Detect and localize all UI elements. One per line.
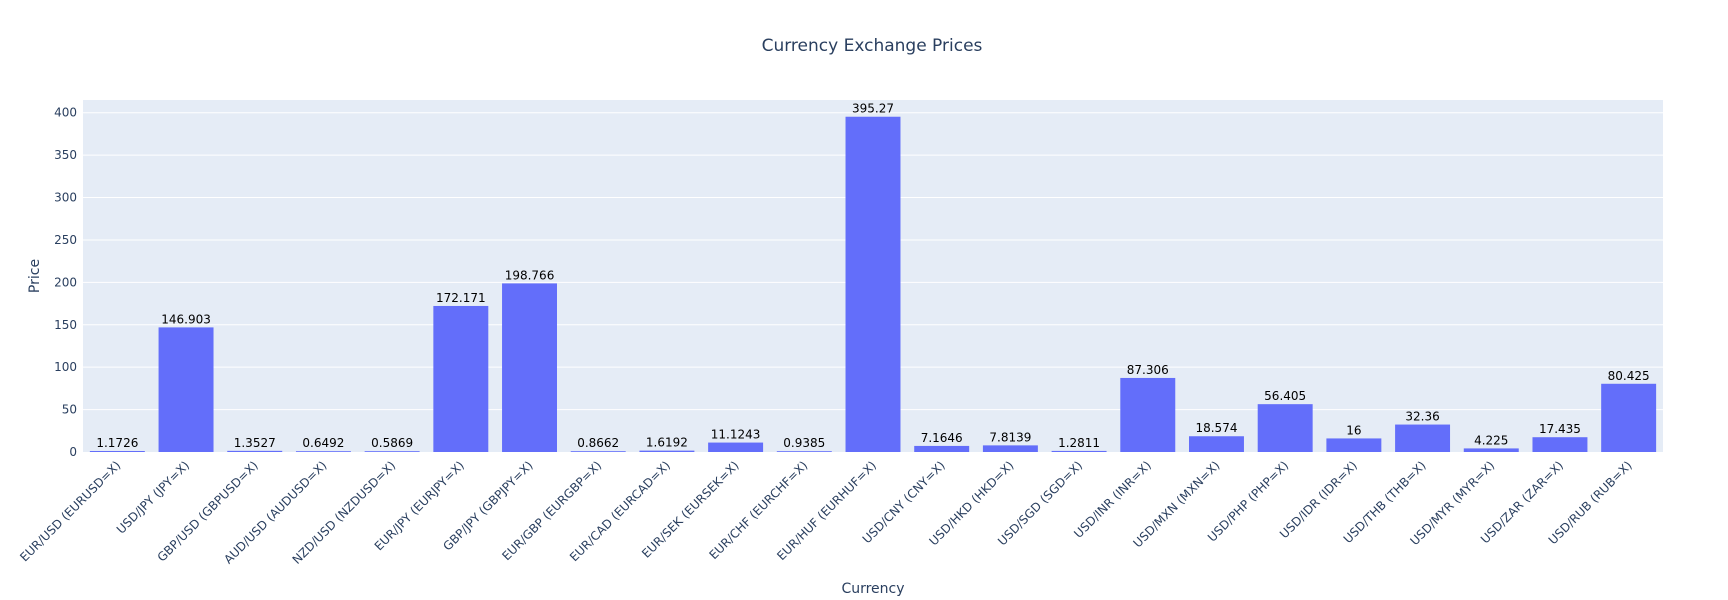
bar — [914, 445, 970, 452]
bar-value-label: 32.36 — [1405, 410, 1439, 424]
bar-value-label: 18.574 — [1195, 421, 1237, 435]
bar-value-label: 0.9385 — [783, 436, 825, 450]
bar-value-label: 4.225 — [1474, 433, 1508, 447]
x-axis-title: Currency — [841, 581, 904, 597]
bar-value-label: 0.5869 — [371, 436, 413, 450]
bar — [1532, 437, 1588, 452]
bar-value-label: 0.6492 — [302, 436, 344, 450]
bar-value-label: 56.405 — [1264, 389, 1306, 403]
y-tick-label: 0 — [69, 445, 77, 459]
bar — [1189, 436, 1244, 452]
bar-value-label: 1.2811 — [1058, 436, 1100, 450]
bar-value-label: 17.435 — [1539, 422, 1581, 436]
y-tick-label: 50 — [62, 403, 77, 417]
y-tick-label: 200 — [54, 275, 77, 289]
bar — [89, 451, 145, 452]
bar-value-label: 172.171 — [436, 291, 486, 305]
bar-labels: 1.1726 146.903 1.3527 0.6492 0.5869 172.171 19… — [96, 102, 1649, 450]
x-axis-ticks: EUR/USD (EURUSD=X)USD/JPY (JPY=X)GBP/USD… — [17, 458, 1635, 567]
bar-value-label: 0.8662 — [577, 436, 619, 450]
y-tick-label: 300 — [54, 191, 77, 205]
bars — [89, 116, 1657, 453]
bar-value-label: 16 — [1346, 423, 1361, 437]
bar — [1326, 438, 1382, 452]
bar — [502, 283, 557, 452]
chart-title: Currency Exchange Prices — [762, 36, 983, 56]
x-tick-label: USD/JPY (JPY=X) — [114, 458, 192, 536]
bar — [1257, 404, 1313, 452]
bar-value-label: 198.766 — [505, 268, 555, 282]
y-tick-label: 100 — [54, 360, 77, 374]
bar-value-label: 1.6192 — [646, 436, 688, 450]
y-tick-label: 400 — [54, 106, 77, 120]
bar — [1051, 450, 1107, 452]
y-tick-label: 150 — [54, 318, 77, 332]
y-tick-label: 350 — [54, 148, 77, 162]
bar-value-label: 87.306 — [1127, 363, 1169, 377]
bar — [158, 327, 214, 452]
bar — [570, 451, 626, 452]
bar-value-label: 7.1646 — [921, 431, 963, 445]
bar — [1120, 377, 1176, 452]
bar — [1463, 448, 1519, 452]
bar — [433, 305, 489, 452]
bar — [295, 451, 351, 452]
bar — [364, 451, 420, 452]
bar — [1395, 424, 1451, 452]
bar-value-label: 146.903 — [161, 312, 211, 326]
y-axis-title: Price — [27, 259, 43, 293]
bar-value-label: 1.3527 — [234, 436, 276, 450]
x-tick-label: EUR/USD (EURUSD=X) — [17, 458, 123, 564]
bar — [639, 450, 695, 452]
bar — [845, 116, 901, 453]
bar — [708, 442, 764, 452]
bar-value-label: 80.425 — [1608, 369, 1650, 383]
bar — [776, 451, 832, 452]
bar-value-label: 7.8139 — [989, 430, 1031, 444]
y-tick-label: 250 — [54, 233, 77, 247]
y-axis-ticks: 0 50 100 150 200 250 300 350 400 — [54, 106, 77, 459]
bar — [227, 450, 283, 452]
bar-value-label: 395.27 — [852, 102, 894, 116]
bar-value-label: 11.1243 — [711, 428, 761, 442]
bar-value-label: 1.1726 — [96, 436, 138, 450]
bar — [1601, 383, 1657, 452]
bar — [982, 445, 1038, 452]
